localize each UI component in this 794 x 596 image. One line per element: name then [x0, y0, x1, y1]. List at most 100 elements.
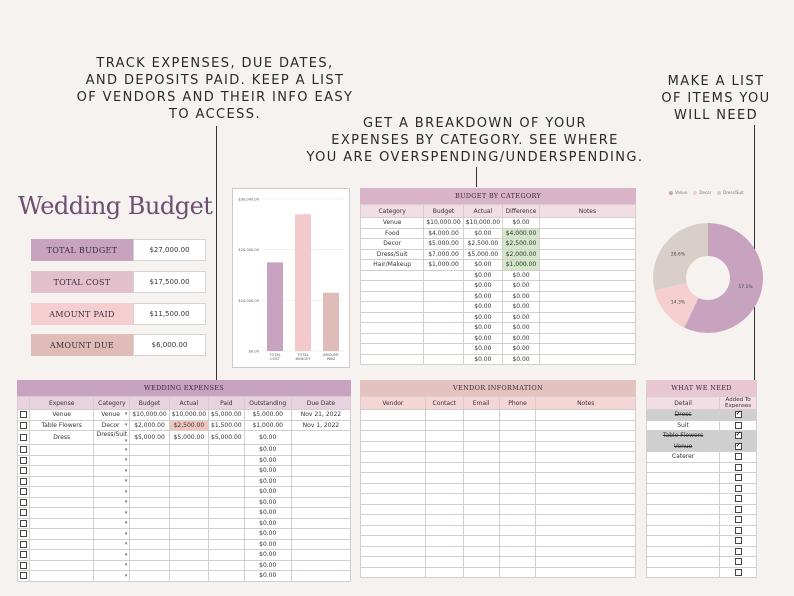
table-cell[interactable] [498, 419, 537, 431]
table-cell[interactable] [535, 514, 636, 526]
table-cell[interactable]: $0.00 [243, 528, 292, 540]
table-cell[interactable] [424, 524, 464, 536]
added-checkbox[interactable] [734, 495, 742, 503]
table-cell[interactable]: $5,000.00 [208, 409, 245, 421]
table-cell[interactable]: ▾ [93, 454, 131, 466]
table-cell[interactable] [538, 217, 637, 229]
added-checkbox[interactable] [734, 442, 742, 450]
added-checkbox[interactable] [734, 547, 742, 555]
added-checkbox[interactable] [734, 505, 742, 513]
table-cell[interactable] [535, 440, 636, 452]
detail-cell[interactable]: Suit [645, 419, 721, 431]
table-cell[interactable] [538, 238, 637, 250]
table-cell[interactable]: Food [359, 227, 425, 239]
table-cell[interactable]: $5,000.00 [423, 238, 464, 250]
table-cell[interactable] [359, 343, 425, 355]
table-cell[interactable]: $0.00 [502, 332, 540, 344]
added-checkbox[interactable] [734, 484, 742, 492]
row-checkbox[interactable] [20, 467, 27, 475]
table-cell[interactable]: ▾ [93, 444, 131, 456]
table-cell[interactable] [498, 430, 537, 442]
table-cell[interactable]: $10,000.00 [168, 409, 210, 421]
table-cell[interactable] [462, 514, 500, 526]
table-cell[interactable] [208, 507, 245, 519]
table-cell[interactable]: $0.00 [462, 353, 504, 365]
table-cell[interactable] [290, 496, 352, 508]
table-cell[interactable]: $0.00 [243, 507, 292, 519]
table-cell[interactable] [535, 461, 636, 473]
table-cell[interactable] [424, 430, 464, 442]
table-cell[interactable]: $0.00 [243, 475, 292, 487]
row-checkbox[interactable] [20, 498, 27, 506]
table-cell[interactable] [423, 280, 464, 292]
table-cell[interactable] [28, 454, 95, 466]
table-cell[interactable]: Decor [359, 238, 425, 250]
table-cell[interactable] [423, 269, 464, 281]
table-cell[interactable]: $0.00 [462, 301, 504, 313]
table-cell[interactable]: $0.00 [462, 269, 504, 281]
table-cell[interactable] [423, 332, 464, 344]
table-cell[interactable]: ▾ [93, 486, 131, 498]
table-cell[interactable]: Venue [28, 409, 95, 421]
table-cell[interactable] [359, 353, 425, 365]
table-cell[interactable]: $0.00 [462, 343, 504, 355]
table-cell[interactable] [168, 570, 210, 582]
detail-cell[interactable]: Dress [645, 409, 721, 421]
table-cell[interactable] [208, 465, 245, 477]
table-cell[interactable]: ▾ [93, 549, 131, 561]
table-cell[interactable] [360, 451, 426, 463]
table-cell[interactable] [462, 451, 500, 463]
table-cell[interactable] [423, 301, 464, 313]
table-cell[interactable] [360, 440, 426, 452]
added-checkbox[interactable] [734, 474, 742, 482]
table-cell[interactable] [424, 482, 464, 494]
table-cell[interactable] [360, 556, 426, 568]
table-cell[interactable] [498, 566, 537, 578]
table-cell[interactable]: Nov 21, 2022 [290, 409, 352, 421]
row-checkbox[interactable] [20, 509, 27, 517]
table-cell[interactable] [28, 570, 95, 582]
table-cell[interactable] [498, 440, 537, 452]
row-checkbox[interactable] [20, 572, 27, 580]
table-cell[interactable] [424, 503, 464, 515]
table-cell[interactable] [359, 332, 425, 344]
table-cell[interactable] [360, 482, 426, 494]
table-cell[interactable]: $0.00 [243, 454, 292, 466]
table-cell[interactable]: $10,000.00 [462, 217, 504, 229]
table-cell[interactable] [208, 475, 245, 487]
table-cell[interactable] [129, 507, 170, 519]
table-cell[interactable] [535, 503, 636, 515]
table-cell[interactable] [168, 559, 210, 571]
row-checkbox[interactable] [20, 477, 27, 485]
row-checkbox[interactable] [20, 530, 27, 538]
table-cell[interactable] [538, 322, 637, 334]
table-cell[interactable]: $5,000.00 [208, 430, 245, 445]
table-cell[interactable] [423, 311, 464, 323]
table-cell[interactable] [498, 451, 537, 463]
table-cell[interactable] [535, 451, 636, 463]
table-cell[interactable] [360, 472, 426, 484]
table-cell[interactable]: $2,500.00 [502, 238, 540, 250]
table-cell[interactable] [359, 311, 425, 323]
table-cell[interactable] [129, 475, 170, 487]
row-checkbox[interactable] [20, 540, 27, 548]
table-cell[interactable] [538, 290, 637, 302]
table-cell[interactable] [28, 444, 95, 456]
added-checkbox[interactable] [734, 558, 742, 566]
table-cell[interactable] [535, 493, 636, 505]
table-cell[interactable] [535, 545, 636, 557]
row-checkbox[interactable] [20, 488, 27, 496]
table-cell[interactable] [290, 465, 352, 477]
table-cell[interactable]: $0.00 [243, 486, 292, 498]
row-checkbox[interactable] [20, 519, 27, 527]
table-cell[interactable]: $10,000.00 [129, 409, 170, 421]
table-cell[interactable]: $0.00 [502, 343, 540, 355]
table-cell[interactable]: $1,500.00 [208, 419, 245, 431]
detail-cell[interactable] [645, 493, 721, 505]
table-cell[interactable] [462, 535, 500, 547]
table-cell[interactable] [360, 545, 426, 557]
table-cell[interactable] [208, 496, 245, 508]
table-cell[interactable] [290, 507, 352, 519]
table-cell[interactable] [424, 493, 464, 505]
table-cell[interactable] [290, 549, 352, 561]
